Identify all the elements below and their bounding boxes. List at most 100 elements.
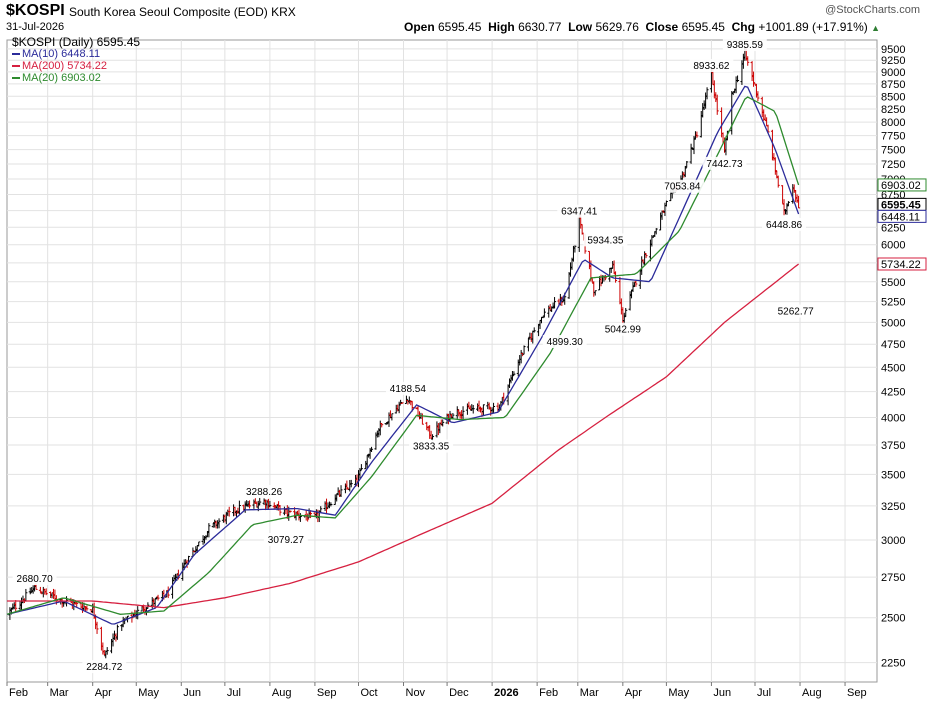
ohlc-bar (309, 510, 313, 519)
y-tick-label: 3750 (881, 440, 905, 452)
ohlc-bar (624, 307, 628, 318)
chart-date: 31-Jul-2026 (6, 21, 65, 33)
value-tag-box (877, 178, 927, 192)
value-tag-label: 5734.22 (881, 259, 921, 271)
ohlc-bar (593, 290, 597, 296)
annotation-box (557, 204, 602, 218)
ohlc-bar (217, 518, 221, 529)
ohlc-bar (28, 587, 32, 595)
x-tick-label: Oct (360, 687, 377, 699)
ohlc-bar (705, 87, 709, 100)
y-tick-label: 2250 (881, 658, 905, 670)
x-tick-label: Aug (802, 687, 822, 699)
x-tick-label: Apr (95, 687, 112, 699)
annotation-box (600, 322, 645, 336)
ohlc-bar (390, 413, 394, 421)
y-tick-label: 6000 (881, 240, 905, 252)
ohlc-bar (268, 500, 272, 508)
ohlc-bar (146, 602, 150, 609)
x-tick-label: May (138, 687, 159, 699)
ohlc-bar (227, 506, 231, 517)
annotation-label: 8933.62 (693, 61, 730, 72)
y-tick-label: 5500 (881, 277, 905, 289)
up-triangle-icon: ▲ (871, 23, 880, 33)
change-value: +1001.89 (+17.91%) (758, 20, 868, 34)
ma20-line (6, 96, 800, 615)
annotation-box (762, 217, 806, 231)
ohlc-bar (115, 624, 119, 640)
y-tick-label: 4250 (881, 387, 905, 399)
y-tick-label: 2750 (881, 572, 905, 584)
legend-ma20-swatch (12, 77, 20, 80)
y-tick-label: 6250 (881, 222, 905, 234)
annotation-box (385, 381, 430, 395)
ohlc-bar (685, 161, 689, 168)
ohlc-bar (105, 647, 109, 655)
ohlc-bar (400, 402, 404, 404)
ohlc-bar (397, 401, 401, 414)
value-tag-label: 6448.11 (881, 211, 920, 223)
ohlc-bar (359, 464, 363, 471)
y-tick-label: 5000 (881, 317, 905, 329)
y-tick-label: 3250 (881, 501, 905, 513)
legend-ma200-swatch (12, 65, 20, 68)
annotation-label: 2680.70 (17, 574, 54, 585)
ohlc-bar (510, 370, 514, 381)
ohlc-bar (614, 271, 618, 283)
low-value: 5629.76 (595, 20, 639, 34)
ohlc-bar (370, 446, 374, 453)
x-tick-label: Jul (757, 687, 771, 699)
x-tick-label: Mar (580, 687, 599, 699)
annotation-box (12, 571, 57, 585)
ohlc-bar (746, 56, 750, 66)
x-tick-label: May (668, 687, 689, 699)
annotation-box (722, 38, 767, 52)
ohlc-bar (441, 419, 445, 427)
y-tick-label: 9250 (881, 55, 905, 67)
legend-ma10-swatch (12, 53, 20, 56)
annotation-label: 3288.26 (246, 487, 283, 498)
y-tick-label: 4500 (881, 362, 905, 374)
annotation-box (773, 304, 818, 318)
ohlc-bar (481, 404, 485, 416)
ohlc-bar (44, 588, 48, 596)
chart-legend: $KOSPI (Daily) 6595.45 MA(10) 6448.11 MA… (12, 36, 140, 84)
ohlc-bar (349, 479, 353, 488)
annotation-box (583, 233, 628, 247)
ohlc-bar (683, 165, 687, 178)
ohlc-bar (471, 404, 475, 414)
ohlc-bar (522, 345, 526, 355)
x-tick-label: Jun (713, 687, 731, 699)
x-tick-label: Mar (50, 687, 69, 699)
x-tick-label: Sep (317, 687, 337, 699)
chart-header: $KOSPI South Korea Seoul Composite (EOD)… (0, 0, 928, 34)
y-tick-label: 5250 (881, 297, 905, 309)
ohlc-bar (532, 327, 536, 333)
open-value: 6595.45 (438, 20, 482, 34)
y-tick-label: 3000 (881, 535, 905, 547)
ohlc-bar (197, 541, 201, 547)
x-tick-label: Feb (9, 687, 28, 699)
ohlc-bar (695, 131, 699, 138)
annotation-box (82, 660, 127, 674)
ohlc-bar (339, 485, 343, 497)
legend-ma200: MA(200) 5734.22 (12, 60, 140, 72)
annotation-label: 7053.84 (664, 182, 701, 193)
y-tick-label: 3500 (881, 469, 905, 481)
annotation-box (702, 156, 747, 170)
value-tag-label: 6595.45 (881, 199, 921, 211)
ohlc-bar (654, 228, 658, 235)
annotation-label: 5262.77 (778, 307, 815, 318)
y-tick-label: 7250 (881, 159, 905, 171)
x-tick-label: Apr (625, 687, 642, 699)
x-tick-label: Aug (272, 687, 292, 699)
ohlc-bar (634, 281, 638, 287)
x-tick-label: Dec (449, 687, 469, 699)
copyright-label: @StockCharts.com (825, 4, 920, 16)
ohlc-summary: Open 6595.45 High 6630.77 Low 5629.76 Cl… (403, 20, 880, 34)
annotation-label: 3833.35 (413, 442, 450, 453)
symbol-title: $KOSPI (6, 2, 65, 19)
annotation-box (660, 179, 705, 193)
annotation-box (263, 532, 308, 546)
